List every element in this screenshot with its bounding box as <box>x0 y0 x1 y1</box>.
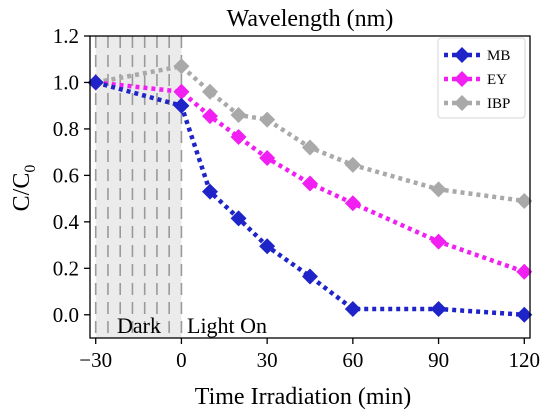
data-point-ibp <box>259 111 276 128</box>
legend-label-ey: EY <box>487 72 507 88</box>
legend-item-ey: EY <box>444 71 507 88</box>
y-tick-label: 1.0 <box>53 70 79 94</box>
x-tick-label: 90 <box>428 348 449 372</box>
data-point-mb <box>230 210 247 227</box>
y-tick-label: 0.8 <box>53 117 79 141</box>
data-point-ibp <box>344 156 361 173</box>
plot-frame <box>89 35 531 339</box>
data-point-ey <box>173 83 190 100</box>
series-mb <box>87 74 533 323</box>
data-point-mb <box>259 238 276 255</box>
series-layer <box>87 58 533 323</box>
y-tick-label: 1.2 <box>53 24 79 48</box>
data-point-ey <box>259 149 276 166</box>
x-tick-label: 120 <box>509 348 541 372</box>
y-tick-label: 0.4 <box>53 210 80 234</box>
legend-label-mb: MB <box>487 48 510 64</box>
data-point-ey <box>302 175 318 192</box>
data-point-mb <box>173 97 190 114</box>
data-point-ibp <box>430 181 447 198</box>
y-axis-title-subscript: 0 <box>22 165 39 173</box>
data-point-ey <box>516 263 533 280</box>
legend-item-ibp: IBP <box>444 95 510 112</box>
data-point-ibp <box>516 192 533 209</box>
y-axis-title-main: C/C <box>9 173 35 212</box>
data-point-ey <box>344 195 361 212</box>
y-tick-label: 0.2 <box>53 256 79 280</box>
data-point-mb <box>344 300 361 317</box>
data-point-mb <box>202 183 218 200</box>
dark-region-label: Dark <box>117 313 161 338</box>
x-tick-label: −30 <box>79 348 112 372</box>
data-point-ibp <box>202 83 218 100</box>
data-point-ey <box>202 108 218 125</box>
x-tick-label: 0 <box>176 348 187 372</box>
legend: MB EY IBP <box>437 37 526 119</box>
data-point-mb <box>516 306 533 323</box>
data-point-ibp <box>230 106 247 123</box>
legend-item-mb: MB <box>444 47 510 64</box>
x-axis-title: Time Irradiation (min) <box>195 384 411 410</box>
x-tick-label: 60 <box>342 348 363 372</box>
legend-box <box>437 37 526 119</box>
data-point-ibp <box>302 139 318 156</box>
data-point-ey <box>230 129 247 146</box>
data-point-mb <box>87 74 104 91</box>
data-point-ibp <box>173 58 190 75</box>
data-point-ey <box>430 233 447 250</box>
y-axis-title: C/C0 <box>9 165 39 212</box>
legend-marker-mb <box>454 47 470 63</box>
y-tick-label: 0.0 <box>53 303 79 327</box>
axis-ticks: −30 0 30 60 90 120 0.0 0.2 0.4 0.6 0.8 1.0 1.2 <box>53 24 540 372</box>
dark-region <box>94 36 183 338</box>
legend-label-ibp: IBP <box>487 96 510 112</box>
legend-marker-ey <box>454 71 470 87</box>
y-tick-label: 0.6 <box>53 163 79 187</box>
x-tick-label: 30 <box>257 348 278 372</box>
legend-marker-ibp <box>454 95 470 111</box>
data-point-mb <box>302 268 318 285</box>
data-point-mb <box>430 300 447 317</box>
light-on-label: Light On <box>187 313 267 338</box>
chart-title: Wavelength (nm) <box>227 6 394 32</box>
